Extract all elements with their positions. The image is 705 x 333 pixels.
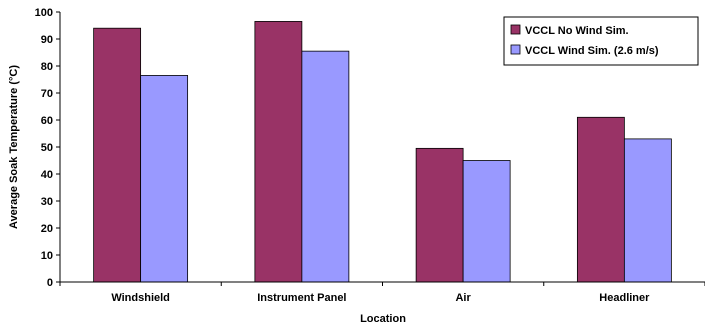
bar (301, 50, 350, 283)
y-tick-label: 30 (41, 196, 53, 208)
x-tick-label: Instrument Panel (257, 292, 346, 304)
y-tick-label: 40 (41, 169, 53, 181)
y-axis: 0 10 20 30 40 50 60 70 80 90 100 (35, 7, 61, 289)
plot-area (93, 21, 672, 283)
x-tick-label: Air (455, 292, 471, 304)
y-tick-label: 20 (41, 223, 53, 235)
y-tick-label: 80 (41, 61, 53, 73)
bar (93, 27, 142, 283)
x-axis: Windshield Instrument Panel Air Headliner (59, 281, 705, 304)
bar (415, 147, 464, 283)
y-tick-label: 60 (41, 115, 53, 127)
legend-label: VCCL No Wind Sim. (525, 25, 629, 37)
legend-box (503, 16, 699, 66)
bar (623, 138, 672, 283)
y-axis-title: Average Soak Temperature (°C) (8, 65, 20, 229)
legend-swatch (510, 44, 521, 55)
y-tick-label: 100 (35, 7, 53, 19)
y-tick-label: 0 (47, 277, 53, 289)
x-tick-label: Windshield (111, 292, 170, 304)
legend: VCCL No Wind Sim. VCCL Wind Sim. (2.6 m/s… (503, 16, 699, 66)
bar (576, 116, 625, 283)
bar (462, 160, 511, 283)
bar (140, 75, 189, 283)
y-tick-label: 50 (41, 142, 53, 154)
x-tick-label: Headliner (599, 292, 650, 304)
y-tick-label: 70 (41, 88, 53, 100)
y-tick-label: 90 (41, 34, 53, 46)
x-axis-title: Location (360, 313, 406, 325)
y-tick-label: 10 (41, 250, 53, 262)
legend-label: VCCL Wind Sim. (2.6 m/s) (525, 45, 659, 57)
bar (254, 21, 303, 283)
legend-swatch (510, 24, 521, 35)
